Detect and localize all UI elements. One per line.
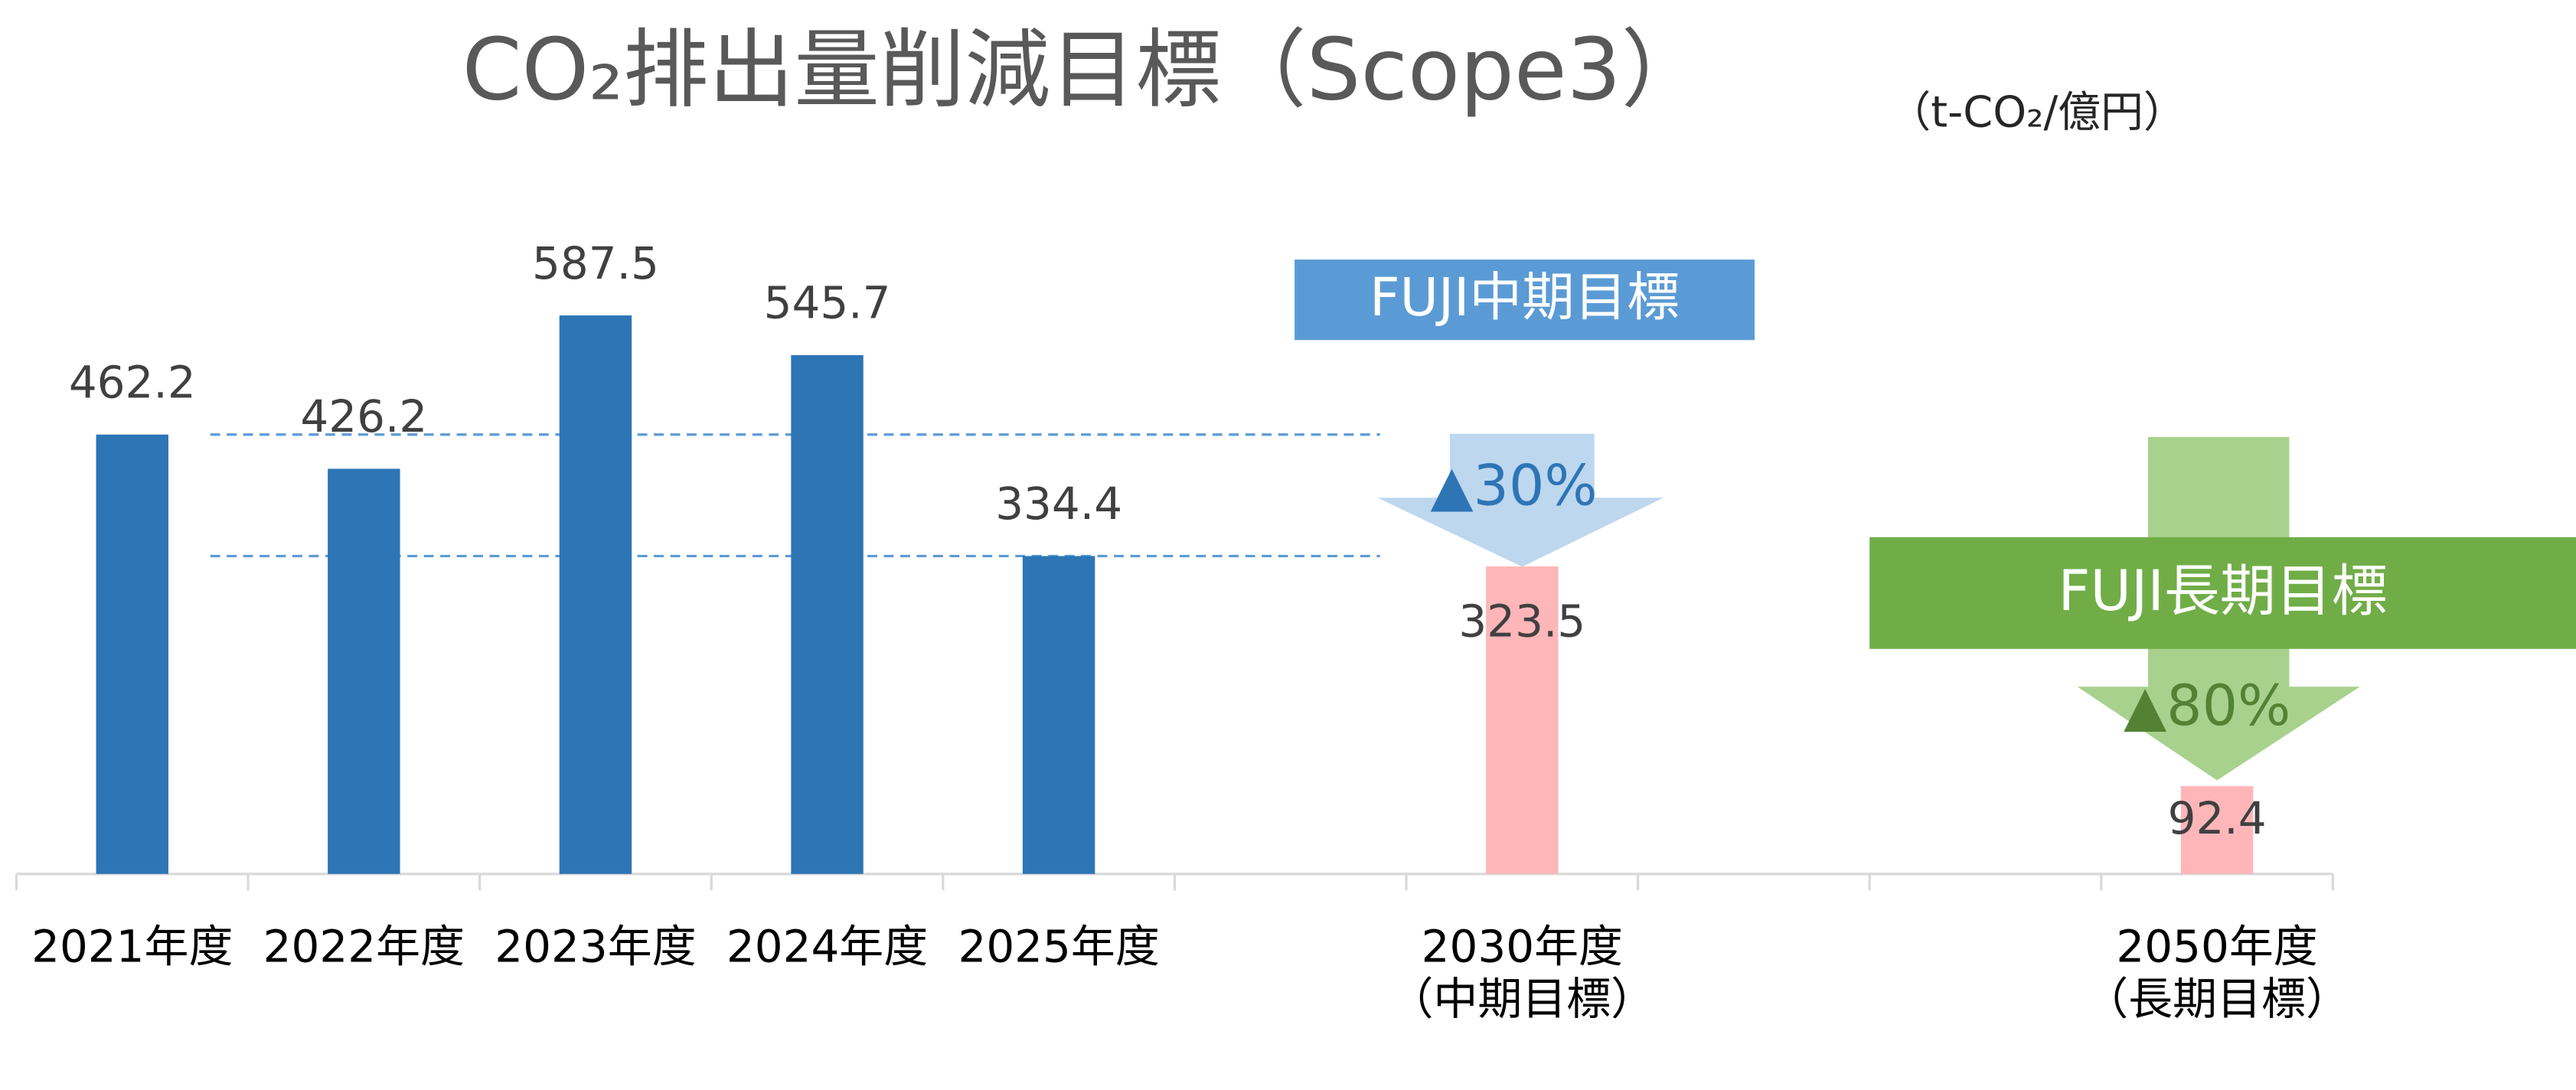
banner — [1869, 537, 2576, 649]
bar — [2180, 785, 2254, 874]
reduction-label: ▲30% — [1430, 454, 1597, 519]
bar — [328, 468, 400, 874]
bar — [791, 355, 864, 874]
banner — [1295, 259, 1755, 341]
value-label: 587.5 — [532, 237, 659, 289]
banner-text: FUJI中期目標 — [1370, 267, 1680, 328]
x-tick-label: 2050年度 — [2116, 921, 2317, 973]
x-tick-note: （長期目標） — [2084, 973, 2350, 1025]
x-tick-label: 2023年度 — [495, 921, 696, 973]
value-label: 323.5 — [1458, 596, 1585, 648]
reduction-label: ▲80% — [2124, 674, 2290, 739]
x-tick-label: 2022年度 — [263, 921, 465, 973]
x-tick-label: 2021年度 — [31, 921, 233, 973]
chart-title: CO₂排出量削減目標（Scope3） — [462, 21, 1707, 120]
value-label: 334.4 — [995, 478, 1122, 530]
bar — [96, 434, 168, 874]
x-tick-label: 2024年度 — [726, 921, 928, 973]
value-label: 426.2 — [300, 390, 427, 442]
x-tick-note: （中期目標） — [1389, 973, 1655, 1025]
reduction-arrow — [1377, 433, 1663, 567]
bar — [559, 315, 632, 874]
unit-label: （t-CO₂/億円） — [1889, 87, 2186, 137]
bar — [1486, 566, 1559, 874]
value-label: 462.2 — [69, 356, 196, 408]
value-label: 545.7 — [764, 277, 891, 329]
banner-text: FUJI長期目標 — [2058, 559, 2387, 624]
value-label: 92.4 — [2168, 792, 2267, 844]
x-tick-label: 2030年度 — [1422, 921, 1623, 973]
bar — [1022, 556, 1095, 874]
x-tick-label: 2025年度 — [958, 921, 1159, 973]
